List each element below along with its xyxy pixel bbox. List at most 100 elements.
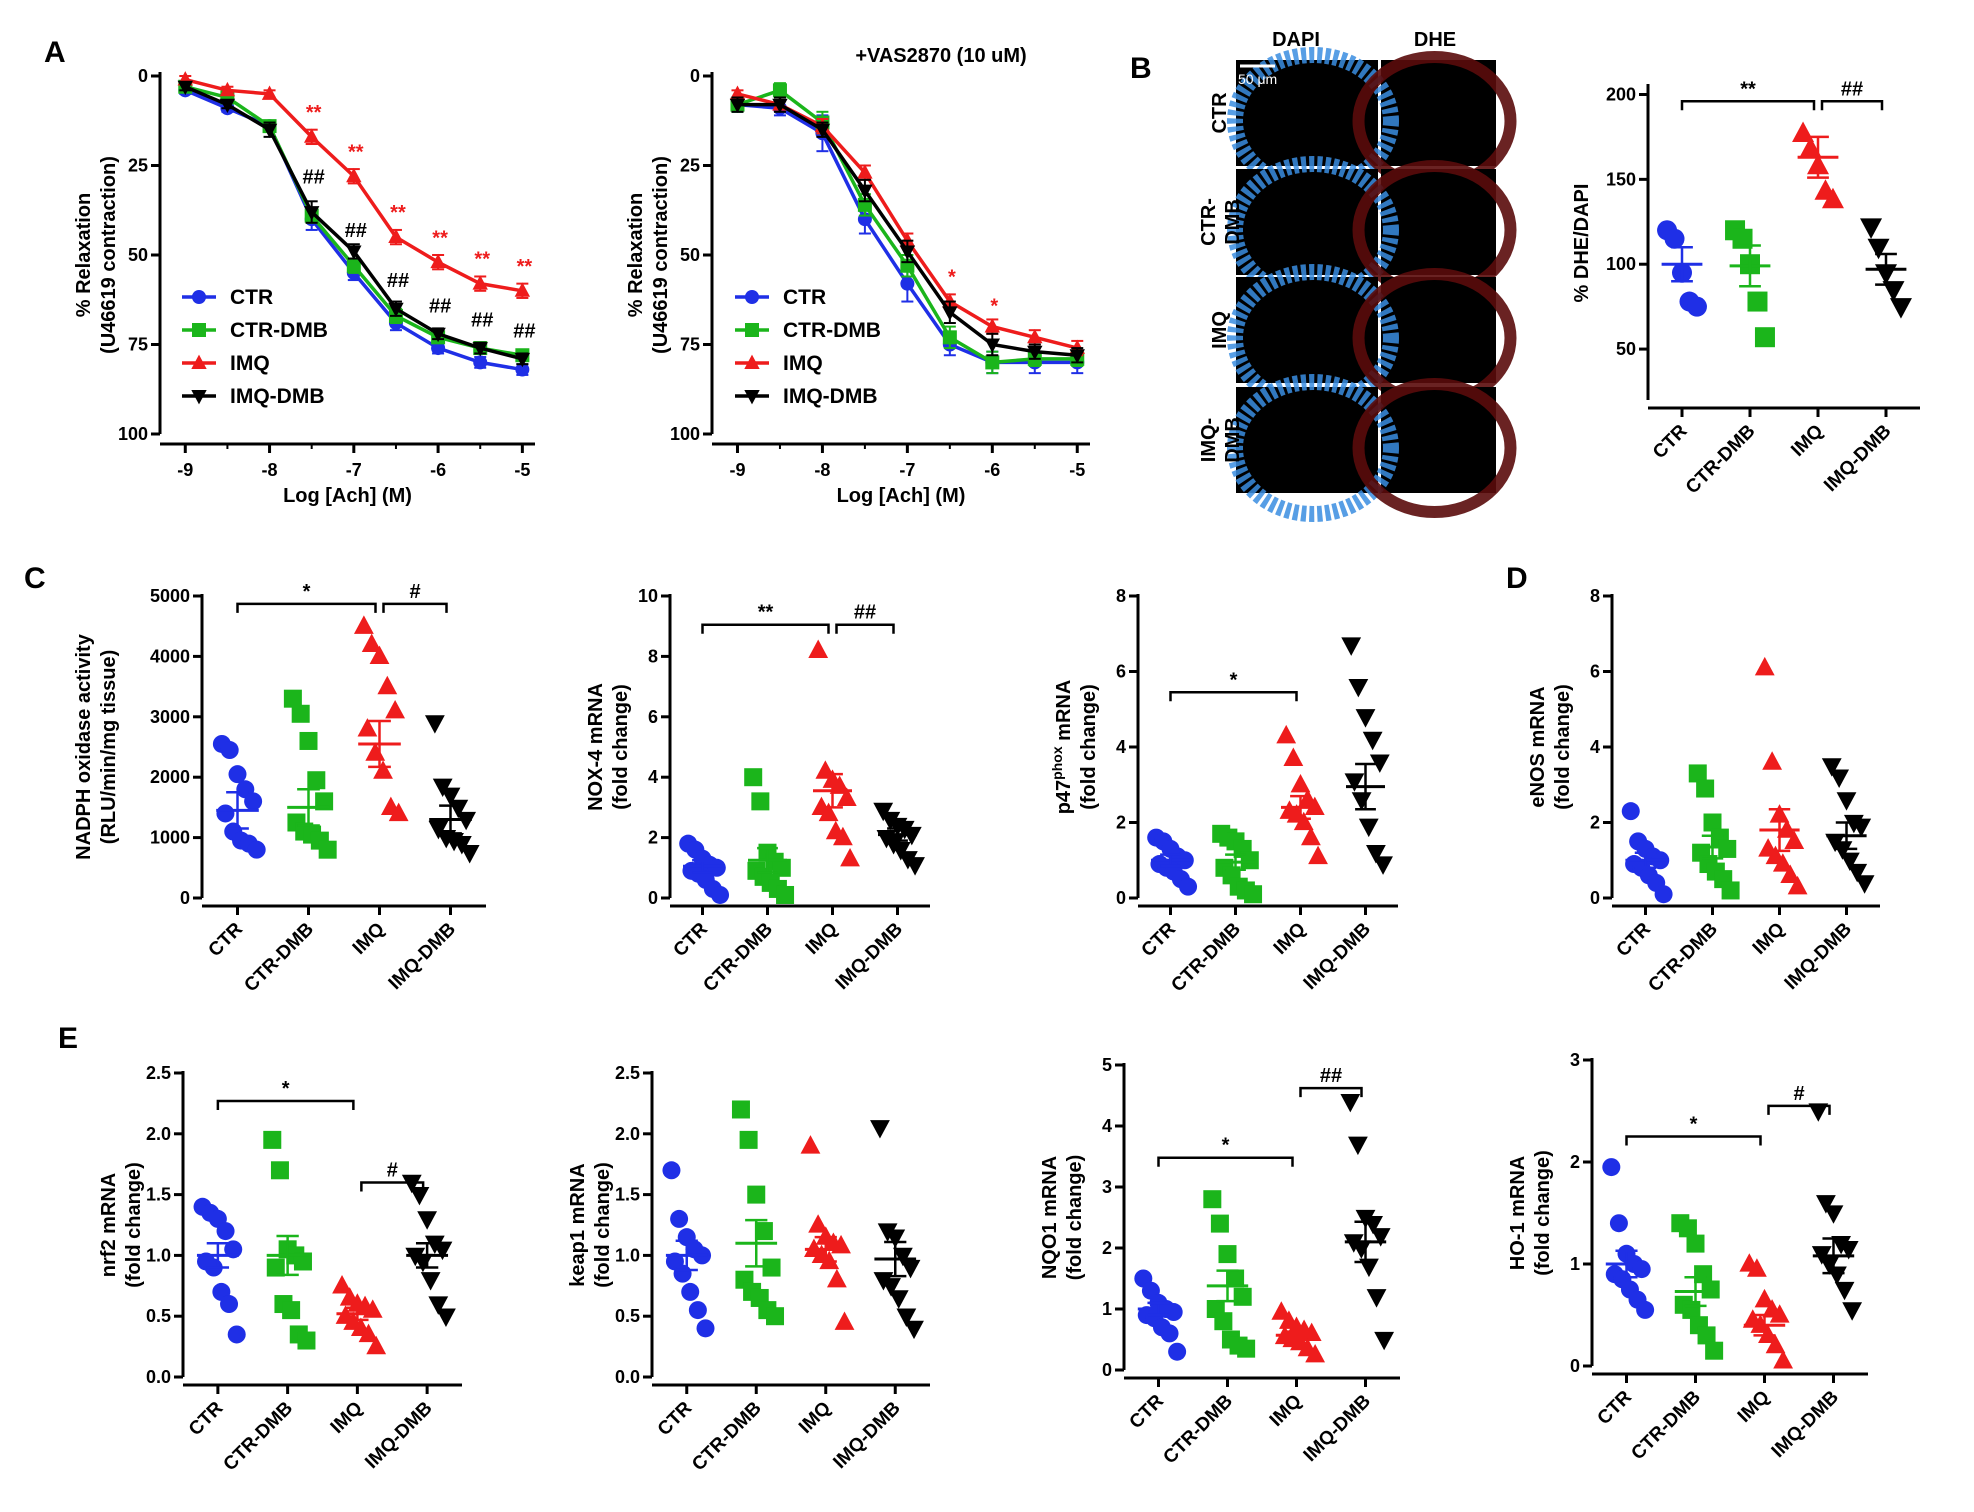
data-point [896,1308,917,1327]
data-point [1754,656,1775,676]
category-label: CTR-DMB [220,1398,298,1476]
data-point [1678,1219,1697,1238]
data-point [1697,1326,1716,1345]
data-point [266,1258,285,1277]
data-point [303,128,320,143]
significance-mark: ## [303,166,325,188]
data-point [900,1259,921,1279]
legend-marker [192,323,206,337]
y-tick-label: 1 [1102,1299,1112,1319]
y-tick-label: 0 [1590,888,1600,908]
data-point [1636,1300,1655,1319]
data-point [369,645,390,665]
data-point [1854,875,1875,894]
data-point [244,792,263,811]
y-tick-label: 25 [680,156,700,176]
data-point [1823,1205,1844,1224]
data-point [1370,1228,1391,1247]
data-point [1784,830,1805,850]
data-point [766,1307,785,1326]
category-label: CTR [654,1397,697,1440]
data-point [818,802,839,822]
x-tick-label: -8 [262,460,278,480]
category-label: IMQ-DMB [1820,421,1895,496]
data-point [942,306,958,321]
category-label: IMQ-DMB [1300,1391,1375,1466]
dhe-image-frame [1381,387,1496,493]
data-point [303,206,320,221]
data-point [1686,296,1707,317]
y-tick-label: 0 [138,66,148,86]
data-point [1747,1258,1767,1277]
data-point [346,167,362,183]
data-point [729,85,746,100]
y-tick-label: 4 [1590,737,1600,757]
data-point [1602,1158,1621,1177]
significance-bracket [1299,1086,1363,1098]
data-point [1747,291,1768,312]
data-point [385,699,406,719]
data-point [219,98,236,114]
data-point [1882,281,1905,302]
data-point [1705,1341,1724,1360]
y-tick-label: 8 [1590,586,1600,606]
data-point [1210,1214,1229,1233]
y-tick-label: 2 [1590,813,1600,833]
data-point [1821,758,1842,777]
data-point [1218,1245,1237,1264]
y-tick-label: 100 [118,424,148,444]
data-point [673,1264,692,1283]
y-axis-label: HO-1 mRNA (fold change) [1507,1150,1554,1276]
y-tick-label: 2 [648,828,658,848]
y-axis-label: NQO1 mRNA (fold change) [1039,1155,1086,1281]
chart-title: +VAS2870 (10 uM) [855,45,1026,67]
x-tick-label: -6 [430,460,446,480]
data-point [885,1229,906,1248]
legend-marker [191,354,207,369]
data-point [731,1100,750,1119]
significance-bracket [236,602,377,613]
data-point [772,98,788,114]
data-point [1787,875,1808,895]
data-point [744,768,763,787]
row-label: CTR- DMB [1198,198,1244,246]
data-point [836,787,857,806]
data-point [270,1161,289,1180]
legend-label: CTR [783,286,826,309]
data-point [1696,779,1715,798]
legend-label: IMQ [783,352,823,375]
y-tick-label: 6 [1116,662,1126,682]
y-tick-label: 3 [1570,1050,1580,1070]
data-point [332,1275,352,1294]
data-point [1276,724,1297,744]
data-point [984,318,1001,333]
data-point [1867,238,1890,260]
data-point [1609,1214,1628,1233]
data-point [1758,1324,1778,1344]
y-tick-label: 25 [128,156,148,176]
data-point [1799,136,1822,158]
y-tick-label: 1.0 [615,1245,640,1265]
data-point [1362,731,1383,751]
data-point [857,184,873,199]
data-point [440,787,461,807]
y-tick-label: 100 [670,424,700,444]
data-point [1762,751,1783,770]
chart-c1-nadph-oxidase: 0 1000 2000 3000 4000 5000 NADPH oxidase activ… [73,581,486,996]
significance-mark: ** [306,102,322,124]
data-point [219,81,236,97]
data-point [358,1323,379,1343]
data-point [1821,187,1844,209]
y-tick-label: 8 [648,646,658,666]
data-point [985,355,1000,370]
significance-bracket [835,623,895,634]
data-point [1754,327,1775,348]
legend-marker [192,290,206,304]
data-point [1233,1287,1252,1306]
category-label: IMQ [1787,421,1827,461]
y-axis-label: % Relaxation (U46619 contraction) [73,156,120,354]
category-label: IMQ [1734,1387,1774,1427]
data-point [754,1222,773,1241]
data-point [1780,864,1801,883]
